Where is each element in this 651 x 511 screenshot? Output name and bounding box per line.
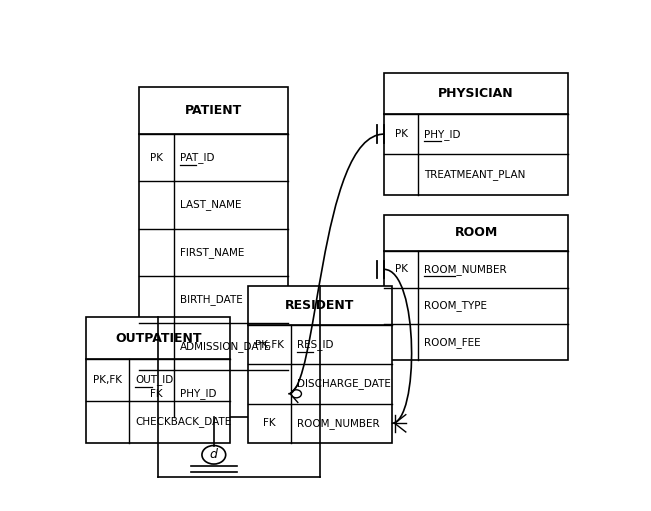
Bar (384, 73, 568, 195)
Text: PHYSICIAN: PHYSICIAN (438, 87, 514, 100)
Bar (87, 317, 230, 443)
Text: PK: PK (395, 129, 408, 139)
Text: RESIDENT: RESIDENT (285, 299, 354, 312)
Text: DISCHARGE_DATE: DISCHARGE_DATE (297, 379, 391, 389)
Text: TREATMEANT_PLAN: TREATMEANT_PLAN (424, 169, 526, 180)
Text: PATIENT: PATIENT (185, 104, 242, 117)
Text: OUT_ID: OUT_ID (135, 375, 174, 385)
Text: BIRTH_DATE: BIRTH_DATE (180, 294, 243, 305)
Text: ROOM_FEE: ROOM_FEE (424, 337, 481, 347)
Text: ROOM: ROOM (454, 226, 498, 240)
Text: ROOM_TYPE: ROOM_TYPE (424, 300, 488, 311)
Text: PHY_ID: PHY_ID (424, 129, 461, 140)
Text: d: d (210, 448, 217, 461)
Text: FK: FK (263, 419, 275, 428)
Bar (139, 87, 288, 417)
Text: PK: PK (395, 264, 408, 274)
Text: ROOM_NUMBER: ROOM_NUMBER (424, 264, 507, 275)
Text: LAST_NAME: LAST_NAME (180, 199, 242, 211)
Text: PK: PK (150, 153, 163, 162)
Text: FK: FK (150, 389, 163, 399)
Text: OUTPATIENT: OUTPATIENT (115, 332, 202, 344)
Text: PK,FK: PK,FK (93, 375, 122, 385)
Text: CHECKBACK_DATE: CHECKBACK_DATE (135, 416, 232, 428)
Text: PAT_ID: PAT_ID (180, 152, 214, 163)
Bar (248, 286, 392, 443)
Text: ROOM_NUMBER: ROOM_NUMBER (297, 418, 380, 429)
Text: PHY_ID: PHY_ID (180, 388, 216, 399)
Text: ADMISSION_DATE: ADMISSION_DATE (180, 341, 271, 352)
Text: FIRST_NAME: FIRST_NAME (180, 247, 244, 258)
Text: PK,FK: PK,FK (255, 340, 284, 350)
Bar (384, 215, 568, 360)
Text: RES_ID: RES_ID (297, 339, 333, 350)
